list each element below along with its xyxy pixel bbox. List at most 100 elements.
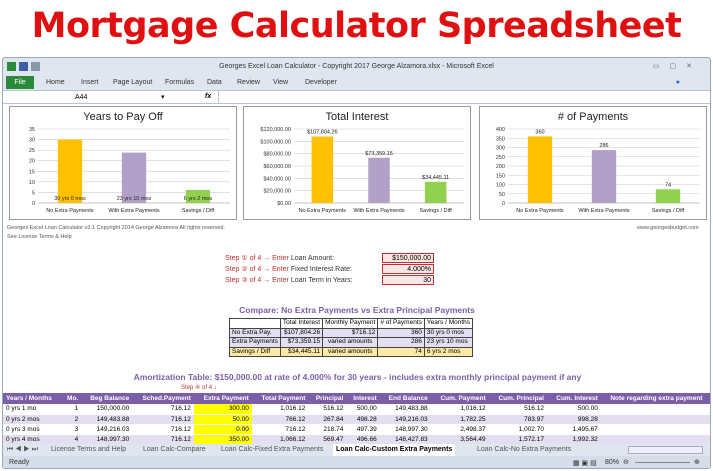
bar: [591, 150, 617, 203]
column-header: Beg Balance: [81, 393, 133, 404]
zoom-out-button[interactable]: ⊖: [623, 459, 629, 466]
sheet-tab-active[interactable]: Loan Calc-Custom Extra Payments: [333, 444, 456, 456]
column-header: Total Interest: [279, 318, 324, 329]
step-4: Step ④ of 4 ↓: [181, 385, 217, 391]
table-cell: 716.12: [132, 434, 194, 445]
x-tick-label: Savings / Diff: [652, 208, 685, 214]
tab-data[interactable]: Data: [207, 79, 222, 86]
table-cell: 1,992.32: [546, 434, 601, 445]
compare-cell: 74: [377, 346, 425, 357]
step-field-label: Loan Term in Years:: [290, 277, 353, 284]
sheet-tab[interactable]: License Terms and Help: [51, 446, 126, 453]
interest-rate-input[interactable]: 4.000%: [382, 264, 434, 274]
extra-payment-input[interactable]: 50.00: [193, 414, 252, 425]
compare-cell: Extra Payments: [229, 337, 281, 348]
bar: [185, 189, 211, 203]
zoom-slider[interactable]: [635, 462, 690, 463]
column-header: Cum. Payment: [430, 393, 489, 404]
chart-years-to-pay-off: Years to Pay Off 0 5 10 15 20 25 30 35 30 yrs 0 …: [9, 106, 237, 220]
view-buttons[interactable]: ▦ ▣ ▤: [573, 460, 597, 467]
table-row: 0 yrs 3 mos 3 149,216.03 716.12 0.00 716.12 21…: [3, 424, 710, 435]
column-header: Cum. Principal: [488, 393, 547, 404]
tab-review[interactable]: Review: [237, 79, 260, 86]
extra-payment-input[interactable]: 350.00: [193, 434, 252, 445]
extra-payment-input[interactable]: 0.00: [193, 424, 252, 435]
name-box[interactable]: A44: [75, 94, 88, 101]
tab-page-layout[interactable]: Page Layout: [113, 79, 153, 86]
extra-payment-input[interactable]: 300.00: [193, 404, 252, 415]
compare-cell: $107,804.26: [279, 327, 324, 338]
y-tick-label: 0: [502, 201, 505, 207]
window-title: Georges Excel Loan Calculator - Copyrigh…: [219, 63, 494, 70]
bar: [121, 152, 147, 203]
help-icon[interactable]: ●: [675, 79, 680, 86]
fx-icon[interactable]: fx: [205, 93, 212, 100]
tab-file[interactable]: File: [6, 76, 34, 89]
table-cell: 1,495.67: [546, 424, 601, 435]
table-cell: 716.12: [251, 424, 309, 435]
data-label: 30 yrs 0 mos: [54, 196, 86, 202]
table-cell: 497.39: [346, 424, 380, 435]
table-cell: 0 yrs 4 mos: [3, 434, 62, 445]
y-tick-label: 350: [496, 136, 505, 142]
table-cell: 1,572.17: [488, 434, 547, 445]
table-cell: 1,066.12: [251, 434, 309, 445]
table-cell: 267.84: [308, 414, 347, 425]
tab-view[interactable]: View: [273, 79, 289, 86]
table-cell: 0 yrs 2 mos: [3, 414, 62, 425]
compare-cell: $34,445.11: [279, 346, 324, 357]
status-ready: Ready: [9, 459, 30, 466]
table-cell: [600, 434, 710, 445]
window-controls[interactable]: ▭▢✕: [652, 63, 702, 70]
sheet-nav-arrows[interactable]: ⏮ ◀ ▶ ⏭: [7, 446, 38, 453]
table-cell: 150,000.00: [81, 404, 133, 415]
sheet-tab[interactable]: Loan Calc-Compare: [143, 446, 206, 453]
license-link[interactable]: See License Terms & Help: [7, 234, 72, 240]
y-tick-label: 50: [499, 192, 505, 198]
y-tick-label: 150: [496, 173, 505, 179]
save-icon[interactable]: [19, 62, 28, 71]
ribbon-tabs: File Home Insert Page Layout Formulas Da…: [3, 76, 710, 90]
name-box-dropdown-icon[interactable]: ▾: [161, 94, 165, 101]
loan-amount-input[interactable]: $150,000.00: [382, 253, 434, 263]
excel-window: Georges Excel Loan Calculator - Copyrigh…: [2, 57, 711, 469]
table-cell: 716.12: [132, 424, 194, 435]
sheet-tab[interactable]: Loan Calc-No Extra Payments: [477, 446, 572, 453]
loan-term-input[interactable]: 30: [382, 275, 434, 285]
tab-formulas[interactable]: Formulas: [165, 79, 195, 86]
tab-developer[interactable]: Developer: [305, 79, 337, 86]
tab-home[interactable]: Home: [46, 79, 65, 86]
step-label: Step ① of 4 → Enter: [225, 255, 289, 262]
y-tick-label: $60,000.00: [263, 164, 291, 170]
step-field-label: Loan Amount:: [290, 255, 335, 262]
title-bar: Georges Excel Loan Calculator - Copyrigh…: [3, 58, 710, 76]
compare-cell: varied amounts: [322, 337, 379, 348]
tab-insert[interactable]: Insert: [81, 79, 99, 86]
bar: [311, 136, 334, 203]
compare-cell: $716.12: [322, 327, 379, 338]
compare-cell: Savings / Diff: [229, 346, 281, 357]
table-cell: [600, 404, 710, 415]
table-cell: 2: [61, 414, 82, 425]
table-cell: 2,498.37: [430, 424, 489, 435]
column-header: Total Payment: [251, 393, 309, 404]
table-cell: 1,016.12: [430, 404, 489, 415]
sheet-tabs: ⏮ ◀ ▶ ⏭ License Terms and Help Loan Calc…: [3, 444, 710, 456]
compare-cell: 360: [377, 327, 425, 338]
sheet-tab[interactable]: Loan Calc-Fixed Extra Payments: [221, 446, 324, 453]
data-label: $34,445.11: [422, 175, 449, 181]
table-cell: 149,216.03: [81, 424, 133, 435]
print-icon[interactable]: [31, 62, 40, 71]
step-label: Step ② of 4 → Enter: [225, 266, 289, 273]
compare-table: Total Interest Monthly Payment # of Paymen…: [229, 318, 474, 357]
amortization-table: Years / Months Mo. Beg Balance Sched.Paymen…: [3, 393, 710, 445]
column-header: Mo.: [61, 393, 82, 404]
formula-input[interactable]: [218, 91, 708, 103]
table-cell: 1,016.12: [251, 404, 309, 415]
table-cell: 716.12: [132, 404, 194, 415]
zoom-in-button[interactable]: ⊕: [694, 459, 700, 466]
step-label: Step ③ of 4 → Enter: [225, 277, 289, 284]
y-tick-label: 200: [496, 164, 505, 170]
table-cell: 0 yrs 3 mos: [3, 424, 62, 435]
horizontal-scrollbar[interactable]: [628, 446, 703, 454]
